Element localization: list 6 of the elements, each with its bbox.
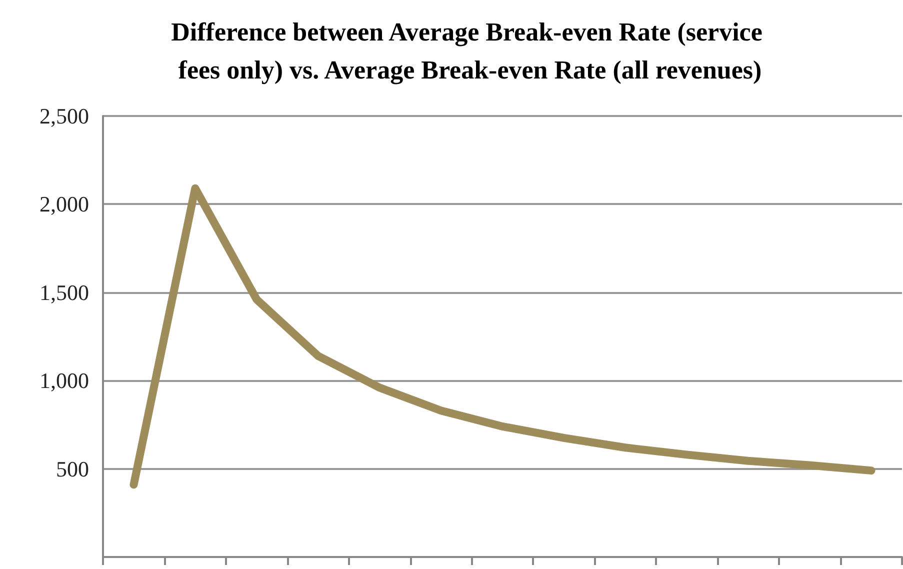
y-tick-label: 500 [56, 456, 89, 482]
y-tick-label: 2,000 [40, 192, 89, 217]
y-tick-label: 1,000 [40, 368, 89, 394]
chart-title: Difference between Average Break-even Rate (service fees only) vs. Average Break-even Rate (all revenues) [171, 18, 769, 84]
y-tick-label: 2,500 [40, 104, 89, 128]
y-tick-label: 1,500 [40, 280, 89, 305]
